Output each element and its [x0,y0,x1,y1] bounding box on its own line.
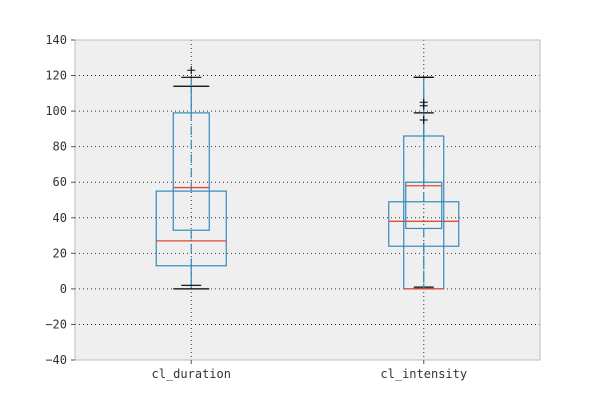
y-tick-label: 60 [53,175,67,189]
y-tick-label: 20 [53,246,67,260]
y-tick-label: 0 [60,282,67,296]
box-cl_duration-1 [172,76,210,286]
flier-point [187,66,196,75]
x-axis: cl_duration cl_intensity [152,360,467,381]
y-tick-label: 140 [45,33,67,47]
plot-background [75,40,540,360]
box-iqr [172,112,210,231]
y-tick-label: −40 [45,353,67,367]
box-group-cl_duration [155,66,227,290]
x-tick-label: cl_intensity [380,367,467,381]
box-iqr [405,181,443,230]
y-axis: −40 −20 0 20 40 60 80 100 120 140 [45,33,75,367]
y-tick-label: 100 [45,104,67,118]
flier-point [419,98,428,107]
flier-point [419,116,428,124]
y-tick-label: 120 [45,69,67,83]
x-tick-label: cl_duration [152,367,231,381]
box-group-cl_intensity [388,76,460,290]
y-tick-label: 40 [53,211,67,225]
y-tick-label: −20 [45,317,67,331]
y-tick-label: 80 [53,140,67,154]
plot-frame [74,39,541,361]
